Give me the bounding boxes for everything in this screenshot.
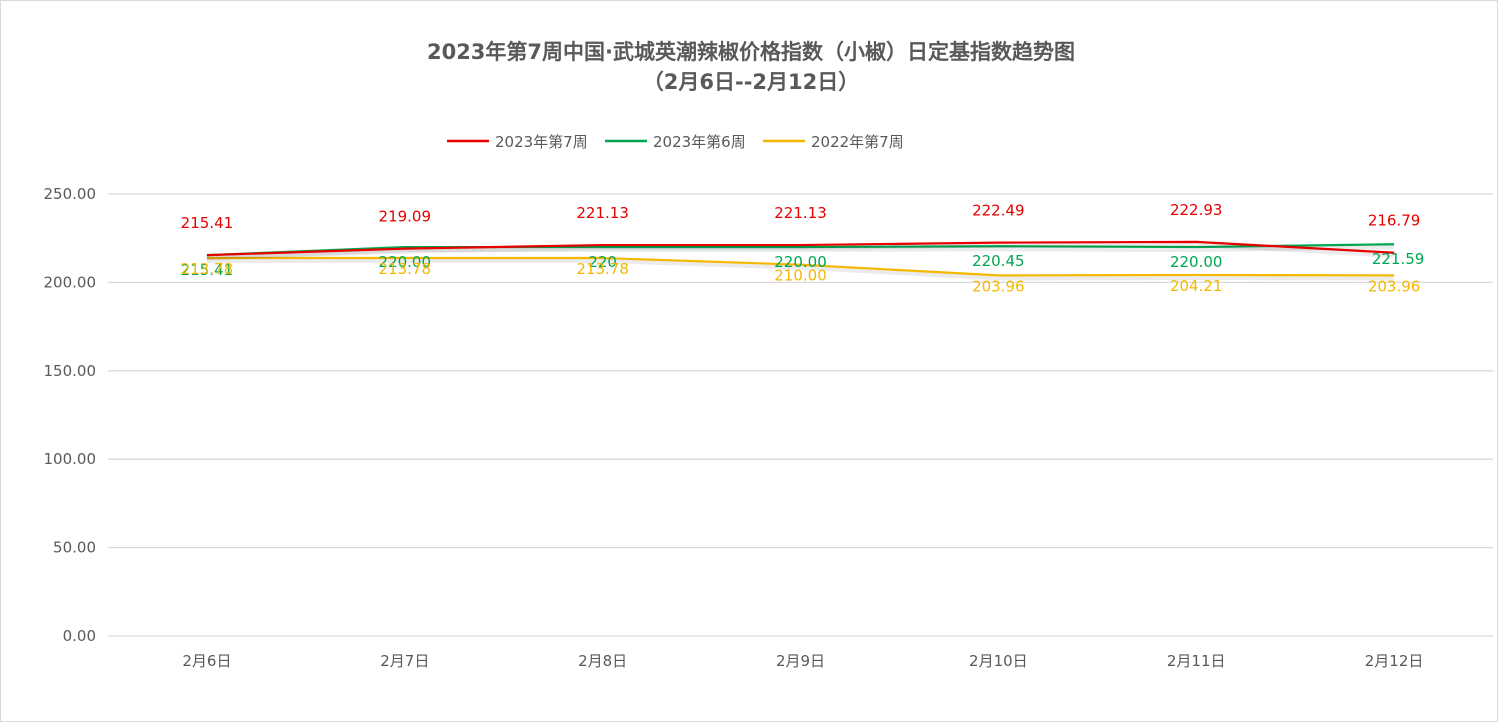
- data-label: 203.96: [1368, 277, 1421, 295]
- y-axis-ticks: 0.00 50.00 100.00 150.00 200.00 250.00: [44, 185, 97, 645]
- series-line: [206, 243, 1395, 257]
- data-label: 213.78: [576, 260, 629, 278]
- y-tick-label: 150.00: [44, 362, 97, 380]
- chart-title: 2023年第7周中国·武城英潮辣椒价格指数（小椒）日定基指数趋势图: [427, 40, 1075, 64]
- x-tick-label: 2月11日: [1167, 652, 1226, 670]
- y-tick-label: 50.00: [53, 539, 96, 557]
- legend-entry: 2023年第6周: [653, 133, 746, 151]
- series-shadow: [206, 242, 1395, 261]
- data-label: 210.00: [774, 267, 827, 285]
- data-label: 221.13: [774, 204, 827, 222]
- x-tick-label: 2月10日: [969, 652, 1028, 670]
- series-shadow: [206, 245, 1395, 261]
- data-label: 215.41: [181, 214, 234, 232]
- y-tick-label: 200.00: [44, 273, 97, 291]
- data-label: 203.96: [972, 277, 1025, 295]
- data-label: 222.93: [1170, 201, 1223, 219]
- data-label: 215.41: [181, 261, 234, 279]
- legend-entry: 2023年第7周: [495, 133, 588, 151]
- x-tick-label: 2月9日: [776, 652, 825, 670]
- y-tick-label: 250.00: [44, 185, 97, 203]
- series-shadow: [206, 259, 1395, 281]
- legend-entry: 2022年第7周: [811, 133, 904, 151]
- data-label: 220.45: [972, 252, 1025, 270]
- data-label: 220: [588, 253, 617, 271]
- series-lines: [206, 240, 1395, 281]
- legend: 2023年第7周 2023年第6周 2022年第7周: [447, 133, 904, 151]
- data-label: 221.59: [1372, 250, 1425, 268]
- data-label: 221.13: [576, 204, 629, 222]
- y-tick-label: 100.00: [44, 450, 97, 468]
- x-tick-label: 2月8日: [578, 652, 627, 670]
- data-label: 213.78: [181, 260, 234, 278]
- series-line: [206, 256, 1395, 277]
- chart-subtitle: （2月6日--2月12日）: [643, 70, 860, 94]
- data-label: 204.21: [1170, 277, 1223, 295]
- series-line: [206, 240, 1395, 257]
- x-tick-label: 2月6日: [182, 652, 231, 670]
- data-label: 219.09: [379, 208, 432, 226]
- data-label: 220.00: [1170, 253, 1223, 271]
- data-label: 220.00: [774, 253, 827, 271]
- data-labels: 215.41 219.09 221.13 221.13 222.49 222.93 216.…: [181, 201, 1425, 296]
- gridlines: [108, 193, 1493, 637]
- data-label: 216.79: [1368, 212, 1421, 230]
- data-label: 222.49: [972, 202, 1025, 220]
- y-tick-label: 0.00: [63, 627, 96, 645]
- data-label: 213.78: [379, 260, 432, 278]
- x-axis-ticks: 2月6日 2月7日 2月8日 2月9日 2月10日 2月11日 2月12日: [182, 652, 1423, 670]
- x-tick-label: 2月12日: [1365, 652, 1424, 670]
- x-tick-label: 2月7日: [380, 652, 429, 670]
- data-label: 220.00: [379, 253, 432, 271]
